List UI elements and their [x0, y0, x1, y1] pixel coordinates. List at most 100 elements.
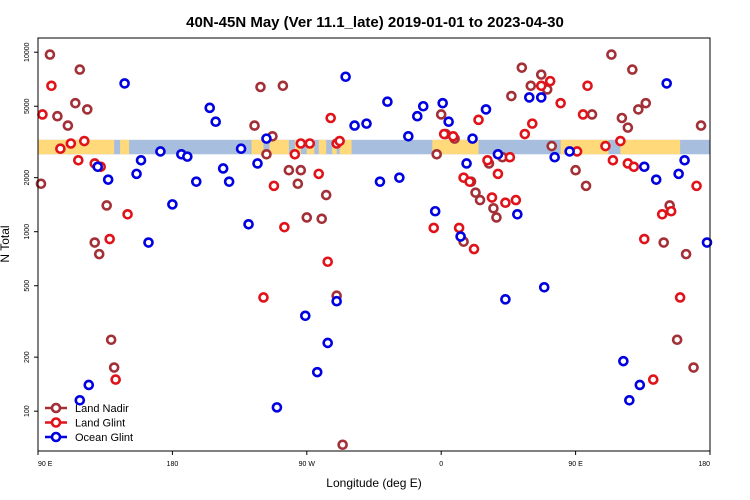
data-point [46, 80, 57, 92]
data-point [665, 205, 677, 217]
data-point [249, 120, 260, 131]
data-point [467, 133, 478, 144]
data-point [526, 118, 538, 129]
data-point [337, 439, 348, 451]
data-point [135, 154, 147, 166]
data-point [83, 379, 95, 391]
data-point [279, 221, 290, 233]
data-point [70, 97, 81, 109]
data-point [633, 104, 644, 115]
x-tick-label: 90 E [568, 461, 583, 468]
data-point [616, 112, 628, 124]
data-point [122, 209, 133, 220]
axis-ticks: 90 E 180 90 W 0 90 E 180 100 200 500 1000 2000 5000… [24, 42, 711, 468]
data-point [295, 138, 307, 149]
data-point [628, 161, 640, 173]
data-point [292, 178, 304, 190]
data-point [488, 203, 499, 214]
data-point [417, 100, 429, 112]
data-point [261, 148, 272, 160]
data-point [311, 366, 323, 378]
data-point [283, 164, 295, 176]
data-point [500, 294, 511, 305]
data-point [549, 151, 560, 163]
data-point [492, 168, 504, 180]
data-point [325, 112, 336, 124]
data-point [512, 209, 523, 220]
data-point [580, 180, 592, 192]
data-point [271, 402, 283, 413]
data-point [510, 194, 522, 206]
data-point [546, 140, 558, 152]
data-point [691, 180, 702, 192]
data-point [119, 78, 130, 89]
data-point [638, 161, 650, 173]
data-point [622, 122, 634, 133]
data-point [322, 256, 334, 268]
data-point [461, 158, 472, 169]
data-point [105, 334, 117, 346]
data-point [455, 231, 466, 242]
data-point [190, 176, 202, 187]
land-sea-strip [38, 139, 710, 155]
data-point [474, 194, 486, 206]
land-strip-segment [251, 139, 264, 155]
data-point [235, 143, 247, 155]
data-point [661, 78, 672, 89]
land-strip-segment [620, 139, 681, 155]
data-point [320, 189, 332, 201]
data-point [600, 140, 611, 152]
data-point [437, 97, 448, 109]
data-point [37, 109, 48, 120]
y-tick-label: 10000 [24, 42, 31, 62]
x-tick-label: 180 [698, 461, 710, 468]
y-tick-label: 200 [24, 351, 31, 363]
data-point [535, 80, 547, 92]
data-point [301, 212, 313, 223]
data-point [304, 138, 316, 149]
data-point [429, 205, 441, 217]
x-tick-label: 90 E [38, 461, 53, 468]
data-point [289, 148, 301, 160]
data-point [679, 154, 690, 166]
series-land-glint [37, 75, 702, 385]
data-point [316, 213, 328, 225]
data-series [35, 49, 713, 451]
data-point [300, 310, 311, 322]
data-point [361, 118, 372, 129]
y-tick-label: 2000 [24, 170, 31, 186]
data-point [35, 178, 47, 190]
data-point [313, 168, 325, 180]
data-point [673, 168, 684, 180]
y-tick-label: 500 [24, 280, 31, 292]
data-point [535, 69, 547, 80]
data-point [268, 180, 280, 192]
data-point [638, 233, 650, 245]
data-point [204, 102, 216, 114]
data-point [431, 148, 443, 160]
data-point [104, 233, 115, 245]
data-point [277, 80, 289, 92]
data-point [74, 64, 86, 75]
data-point [101, 200, 112, 211]
data-point [382, 96, 393, 108]
data-point [331, 295, 342, 307]
data-point [403, 131, 414, 142]
data-point [78, 135, 90, 147]
data-point [564, 146, 575, 157]
data-point [210, 116, 222, 128]
data-point [108, 362, 120, 373]
data-point [500, 197, 511, 209]
data-point [412, 110, 423, 122]
data-point [252, 158, 263, 169]
data-point [492, 148, 504, 160]
legend-label: Land Nadir [75, 403, 129, 415]
land-strip-segment [432, 139, 479, 155]
x-axis-label: Longitude (deg E) [326, 476, 421, 490]
data-point [182, 151, 193, 162]
data-point [464, 176, 475, 187]
x-tick-label: 0 [439, 461, 443, 468]
data-point [658, 237, 670, 248]
data-point [640, 97, 652, 109]
data-point [428, 222, 440, 234]
